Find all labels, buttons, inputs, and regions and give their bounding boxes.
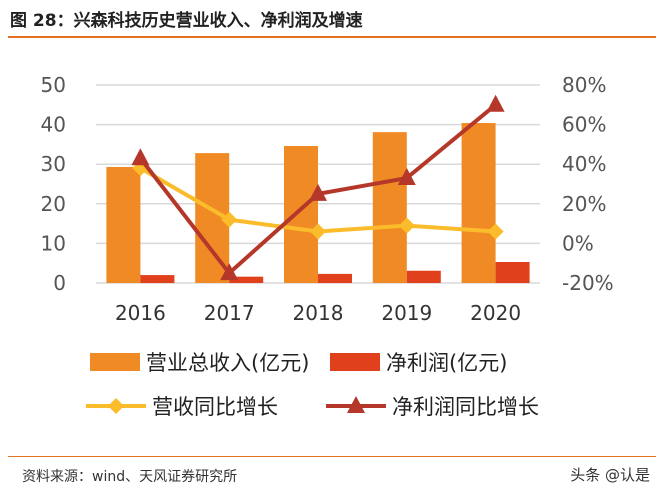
legend-marker <box>108 398 124 414</box>
right-tick-label: 80% <box>562 73 606 97</box>
right-tick-label: -20% <box>562 271 614 295</box>
point-profit-growth <box>131 148 150 166</box>
left-tick-label: 10 <box>41 231 66 255</box>
bar-revenue <box>284 145 318 283</box>
watermark: 头条 @认是 <box>570 466 650 484</box>
point-revenue-growth <box>221 211 238 228</box>
left-tick-label: 40 <box>41 113 66 137</box>
right-tick-label: 60% <box>562 113 606 137</box>
source-note: 资料来源：wind、天风证券研究所 <box>22 469 238 485</box>
bar-net-profit <box>406 270 441 283</box>
legend-label: 净利润同比增长 <box>392 395 539 419</box>
point-profit-growth <box>309 183 327 201</box>
right-tick-label: 20% <box>562 192 606 216</box>
bar-net-profit <box>229 276 264 283</box>
footer-divider <box>8 456 656 457</box>
legend-label: 净利润(亿元) <box>386 351 507 375</box>
point-revenue-growth <box>310 223 326 240</box>
point-profit-growth <box>486 94 505 112</box>
x-tick-label: 2018 <box>293 301 344 325</box>
bar-net-profit <box>140 275 175 283</box>
left-tick-label: 0 <box>53 271 66 295</box>
legend-swatch <box>90 353 140 371</box>
left-tick-label: 30 <box>41 152 66 176</box>
chart: 0 -20% 10 0% 20 20% 30 40% 40 60% 50 80% 2016 2017 201… <box>41 73 614 419</box>
x-tick-label: 2020 <box>470 301 521 325</box>
point-revenue-growth <box>487 223 504 240</box>
legend-marker <box>347 396 365 413</box>
left-tick-label: 50 <box>41 73 66 97</box>
x-tick-label: 2019 <box>381 301 432 325</box>
x-tick-label: 2017 <box>204 301 255 325</box>
left-tick-label: 20 <box>41 192 66 216</box>
point-profit-growth <box>397 168 416 186</box>
figure-title: 图 28：兴森科技历史营业收入、净利润及增速 <box>10 11 363 31</box>
right-tick-label: 0% <box>562 231 594 255</box>
bar-revenue <box>372 132 407 283</box>
legend-swatch <box>330 353 380 371</box>
title-divider <box>8 36 656 38</box>
bar-net-profit <box>318 273 352 283</box>
bar-revenue <box>106 166 141 283</box>
x-tick-label: 2016 <box>115 301 166 325</box>
legend-label: 营业总收入(亿元) <box>146 351 309 375</box>
bar-net-profit <box>495 262 530 283</box>
bar-revenue <box>461 123 496 284</box>
right-tick-label: 40% <box>562 152 606 176</box>
legend-label: 营收同比增长 <box>152 395 278 419</box>
point-profit-growth <box>220 263 239 281</box>
point-revenue-growth <box>398 217 415 234</box>
